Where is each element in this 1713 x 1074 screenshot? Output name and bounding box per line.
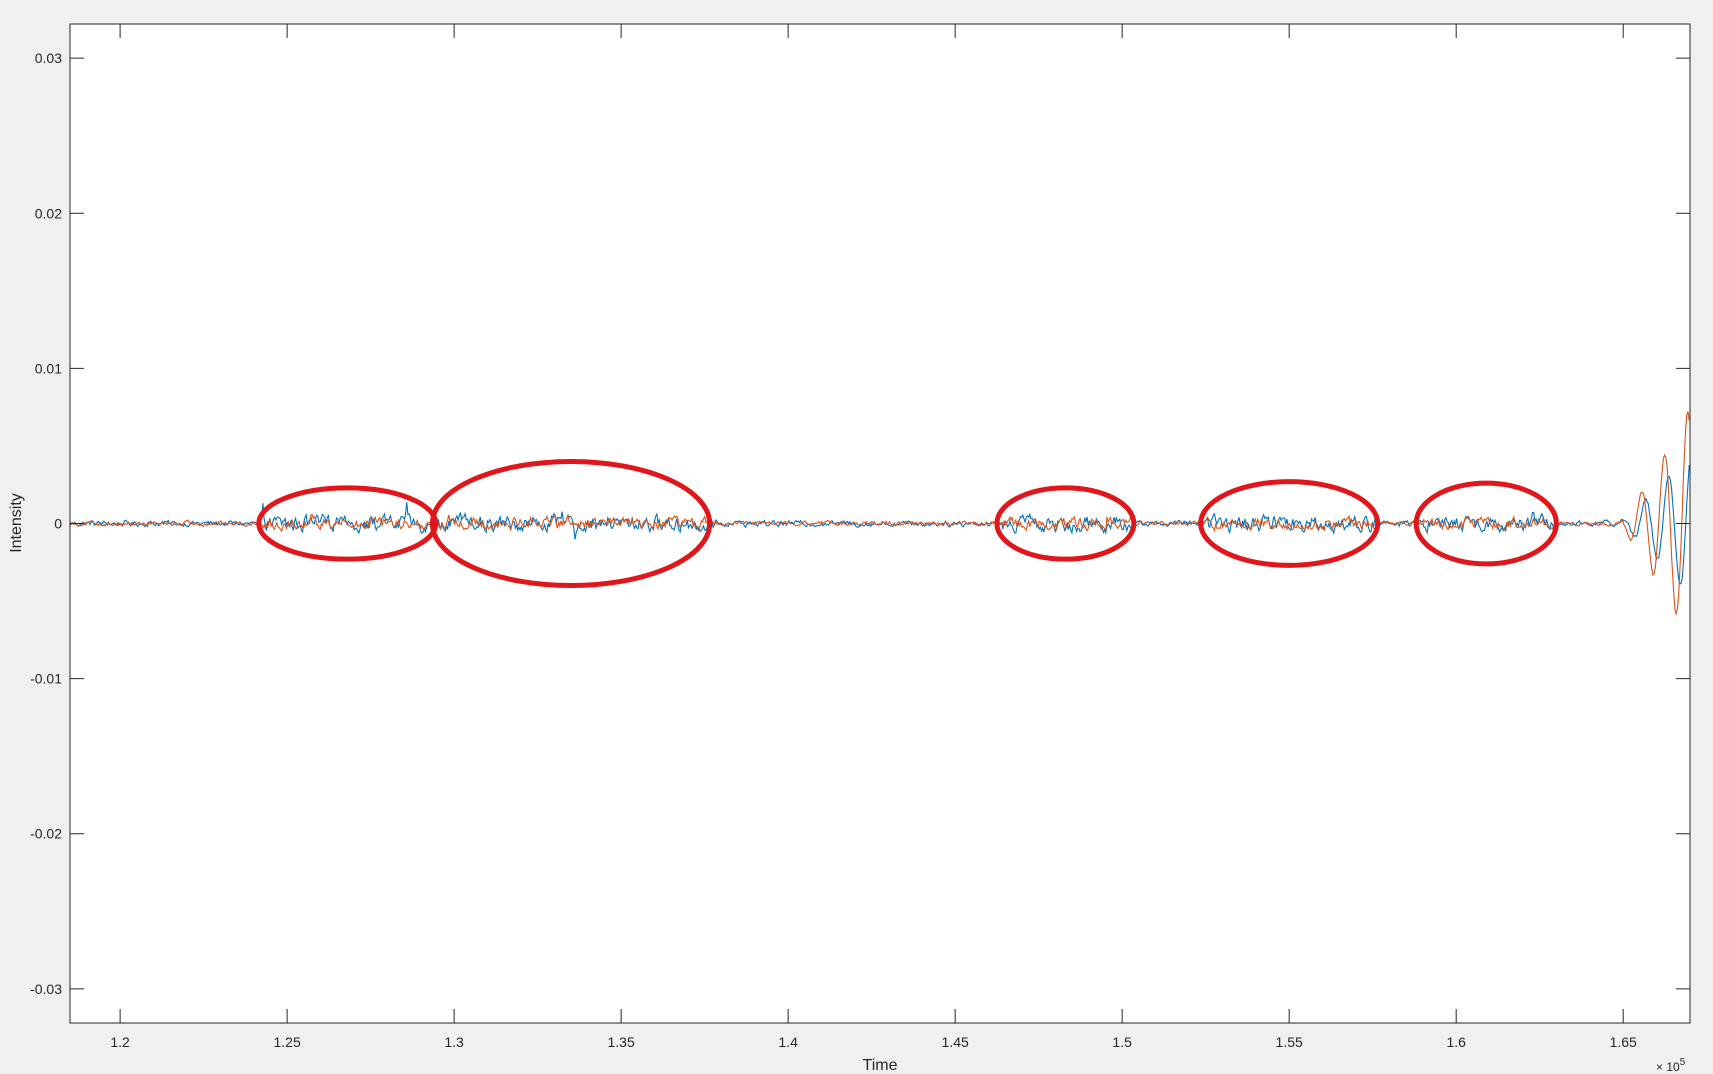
y-tick-label: -0.02 xyxy=(30,826,62,842)
x-tick-label: 1.45 xyxy=(942,1034,969,1050)
x-tick-label: 1.3 xyxy=(444,1034,464,1050)
axes-box xyxy=(69,23,1691,1024)
x-tick-label: 1.35 xyxy=(608,1034,635,1050)
y-tick-label: 0.03 xyxy=(35,50,62,66)
x-tick-label: 1.4 xyxy=(778,1034,798,1050)
highlight-ellipse xyxy=(994,485,1137,562)
x-tick-label: 1.25 xyxy=(273,1034,300,1050)
series-line xyxy=(69,465,1690,585)
data-lines xyxy=(69,411,1690,616)
x-tick-label: 1.65 xyxy=(1610,1034,1637,1050)
x-tick-label: 1.5 xyxy=(1112,1034,1132,1050)
highlight-ellipse xyxy=(256,485,439,562)
tick-labels: 1.2 1.25 1.3 1.35 1.4 1.45 1.5 1.55 1.6 1.65 0.03 0… xyxy=(30,50,1637,1050)
x-tick-label: 1.6 xyxy=(1446,1034,1466,1050)
highlight-ellipse xyxy=(429,458,713,589)
x-tick-label: 1.2 xyxy=(110,1034,130,1050)
y-tick-label: 0 xyxy=(54,516,62,532)
y-tick-label: 0.01 xyxy=(35,360,62,376)
series-line xyxy=(69,411,1690,616)
axis-ticks xyxy=(70,24,1690,1023)
x-axis-label: Time xyxy=(863,1057,898,1074)
y-tick-label: 0.02 xyxy=(35,205,62,221)
x-exponent-power: 5 xyxy=(1680,1057,1686,1068)
x-tick-label: 1.55 xyxy=(1276,1034,1303,1050)
annotation-ellipses xyxy=(256,458,1559,589)
x-exponent-base: × 10 xyxy=(1656,1060,1680,1074)
highlight-ellipse xyxy=(1198,479,1381,568)
x-exponent-label: × 105 xyxy=(1656,1057,1686,1074)
highlight-ellipse xyxy=(1413,480,1559,567)
y-tick-label: -0.03 xyxy=(30,981,62,997)
y-axis-label: Intensity xyxy=(8,493,25,553)
y-tick-label: -0.01 xyxy=(30,671,62,687)
